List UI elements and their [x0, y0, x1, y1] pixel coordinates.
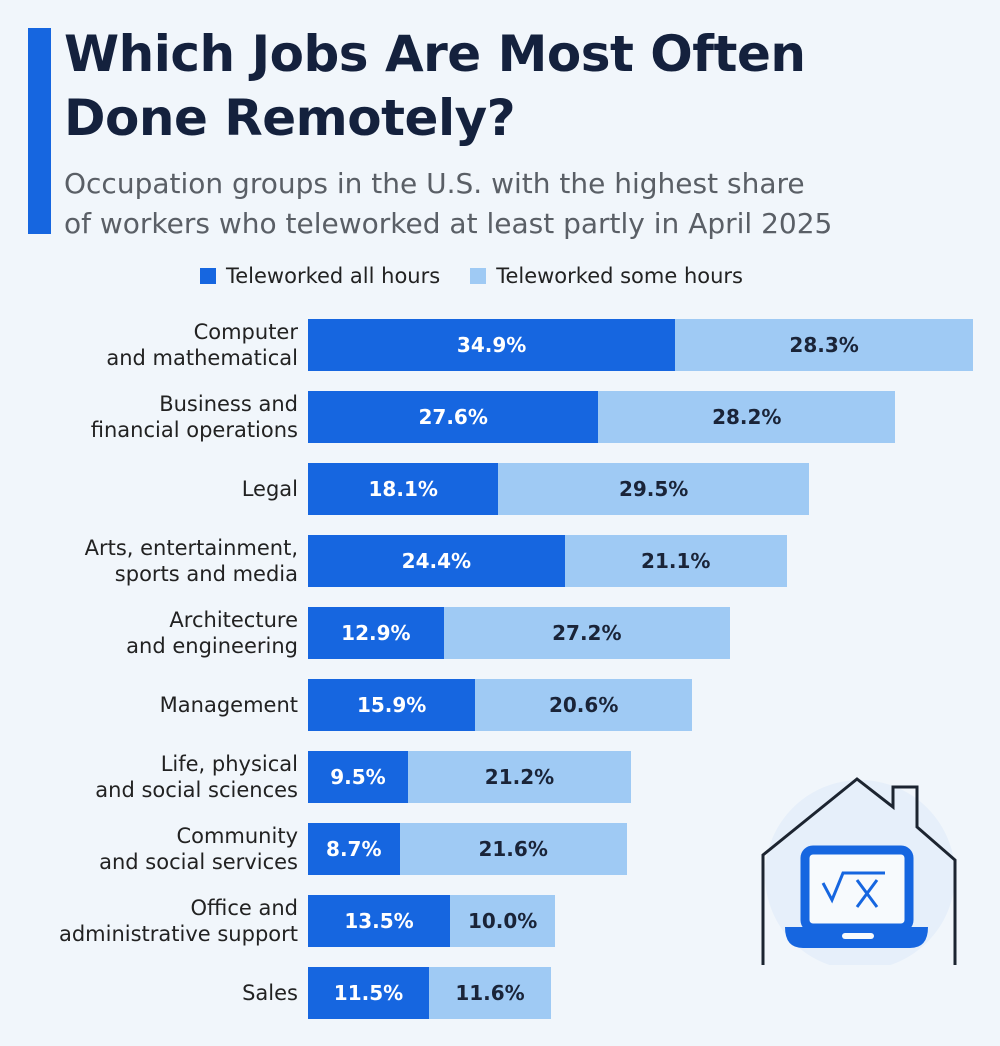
bar-some-hours: 29.5%: [498, 463, 809, 515]
data-label: 9.5%: [330, 765, 386, 789]
data-label: 28.3%: [789, 333, 859, 357]
chart-subtitle-line-1: Occupation groups in the U.S. with the h…: [64, 167, 805, 200]
category-label: Legal: [241, 477, 298, 501]
bar-some-hours: 20.6%: [475, 679, 693, 731]
bar-row: Computer and mathematical 34.9% 28.3%: [0, 319, 1000, 371]
data-label: 21.1%: [641, 549, 711, 573]
bar-row: Office and administrative support 13.5% 10…: [0, 895, 1000, 947]
data-label: 29.5%: [618, 477, 689, 501]
bar-some-hours: 21.1%: [564, 535, 787, 587]
bar-all-hours: 18.1%: [308, 463, 499, 515]
legend-label-some-hours: Teleworked some hours: [496, 264, 743, 288]
data-label: 11.5%: [333, 981, 404, 1005]
data-label: 13.5%: [344, 909, 414, 933]
legend-label-all-hours: Teleworked all hours: [226, 264, 441, 288]
legend-item-all-hours: Teleworked all hours: [200, 264, 440, 288]
legend-item-some-hours: Teleworked some hours: [470, 264, 743, 288]
house-laptop-icon: [761, 777, 957, 965]
bar-all-hours: 34.9%: [308, 319, 676, 371]
data-label: 8.7%: [326, 837, 382, 861]
category-label: Community and social services: [99, 824, 298, 874]
data-label: 27.6%: [418, 405, 488, 429]
chart-title: Which Jobs Are Most Often Done Remotely?: [64, 22, 806, 150]
data-label: 24.4%: [401, 549, 472, 573]
bar-all-hours: 27.6%: [308, 391, 599, 443]
legend-swatch-some-hours: [470, 268, 487, 284]
bar-all-hours: 12.9%: [308, 607, 444, 659]
category-label: Sales: [242, 981, 298, 1005]
category-label: Architecture and engineering: [126, 608, 298, 658]
bar-row: Legal 18.1% 29.5%: [0, 463, 1000, 515]
title-accent-bar: [28, 28, 51, 234]
data-label: 11.6%: [455, 981, 525, 1005]
bar-all-hours: 11.5%: [308, 967, 429, 1019]
category-label: Office and administrative support: [58, 896, 298, 946]
bar-row: Arts, entertainment, sports and media 24.…: [0, 535, 1000, 587]
data-label: 27.2%: [552, 621, 622, 645]
data-label: 34.9%: [456, 333, 527, 357]
bar-some-hours: 28.2%: [598, 391, 896, 443]
data-label: 28.2%: [712, 405, 782, 429]
bar-all-hours: 15.9%: [308, 679, 476, 731]
data-label: 18.1%: [368, 477, 438, 501]
data-label: 15.9%: [356, 693, 427, 717]
bar-all-hours: 24.4%: [308, 535, 565, 587]
data-label: 21.6%: [478, 837, 548, 861]
chart-subtitle-line-2: of workers who teleworked at least partl…: [64, 207, 833, 240]
data-label: 12.9%: [341, 621, 411, 645]
bar-all-hours: 9.5%: [308, 751, 408, 803]
bar-some-hours: 10.0%: [450, 895, 556, 947]
bar-row: Life, physical and social sciences 9.5% 21…: [0, 751, 1000, 803]
bar-all-hours: 8.7%: [308, 823, 400, 875]
legend: Teleworked all hours Teleworked some hou…: [200, 264, 743, 288]
category-label: Life, physical and social sciences: [95, 752, 298, 802]
bar-some-hours: 21.2%: [407, 751, 632, 803]
bar-some-hours: 27.2%: [443, 607, 730, 659]
bar-some-hours: 21.6%: [399, 823, 627, 875]
bar-row: Business and financial operations 27.6% 28…: [0, 391, 1000, 443]
category-label: Arts, entertainment, sports and media: [84, 536, 298, 586]
category-label: Business and financial operations: [90, 392, 298, 442]
category-label: Management: [159, 693, 298, 717]
bar-some-hours: 11.6%: [429, 967, 552, 1019]
bar-row: Sales 11.5% 11.6%: [0, 967, 1000, 1019]
bar-some-hours: 28.3%: [675, 319, 973, 371]
chart-title-line-2: Done Remotely?: [64, 89, 516, 147]
category-label: Computer and mathematical: [106, 320, 298, 370]
bar-all-hours: 13.5%: [308, 895, 451, 947]
chart-subtitle: Occupation groups in the U.S. with the h…: [64, 164, 832, 244]
bar-row: Community and social services 8.7% 21.6%: [0, 823, 1000, 875]
chart-title-line-1: Which Jobs Are Most Often: [64, 25, 806, 83]
data-label: 20.6%: [548, 693, 619, 717]
bar-row: Management 15.9% 20.6%: [0, 679, 1000, 731]
bar-row: Architecture and engineering 12.9% 27.2%: [0, 607, 1000, 659]
data-label: 10.0%: [467, 909, 538, 933]
legend-swatch-all-hours: [200, 268, 216, 284]
data-label: 21.2%: [484, 765, 555, 789]
